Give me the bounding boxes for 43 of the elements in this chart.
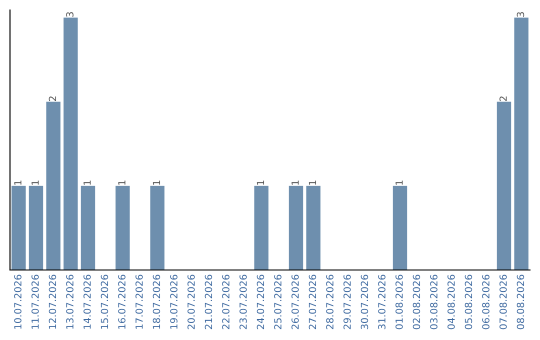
- data-label: 3: [516, 12, 524, 17]
- data-label: 2: [48, 96, 56, 102]
- x-tick-label: 10.07.2026: [14, 274, 22, 329]
- x-tick-label: 14.07.2026: [83, 274, 91, 329]
- x-tick-label: 02.08.2026: [412, 274, 420, 330]
- x-tick-label: 01.08.2026: [395, 274, 403, 330]
- x-tick-label: 31.07.2026: [378, 274, 386, 330]
- x-tick-label: 25.07.2026: [274, 274, 282, 330]
- x-tick-label: 18.07.2026: [152, 274, 160, 329]
- data-label: 1: [14, 180, 22, 185]
- data-label: 1: [84, 180, 91, 185]
- data-label: 1: [256, 180, 264, 185]
- x-tick-label: 06.08.2026: [482, 274, 490, 330]
- x-tick-label: 30.07.2026: [360, 274, 368, 330]
- data-label: 2: [499, 96, 507, 102]
- x-tick-label: 08.08.2026: [516, 274, 524, 330]
- x-tick-label: 05.08.2026: [464, 274, 472, 330]
- x-tick-label: 11.07.2026: [31, 274, 39, 329]
- x-tick-label: 23.07.2026: [239, 274, 247, 330]
- x-tick-label: 21.07.2026: [204, 274, 212, 330]
- data-label: 1: [308, 180, 316, 185]
- data-label: 1: [118, 180, 126, 185]
- x-tick-label: 22.07.2026: [222, 274, 230, 330]
- x-tick-label: 12.07.2026: [48, 274, 56, 329]
- data-label: 3: [66, 12, 74, 17]
- x-tick-label: 15.07.2026: [100, 274, 108, 329]
- x-tick-label: 19.07.2026: [170, 274, 178, 329]
- x-tick-label: 24.07.2026: [256, 274, 264, 330]
- data-label: 1: [152, 180, 160, 185]
- x-tick-label: 27.07.2026: [308, 274, 316, 330]
- x-tick-label: 16.07.2026: [118, 274, 126, 329]
- data-label: 1: [292, 180, 299, 185]
- x-tick-label: 20.07.2026: [187, 274, 195, 330]
- x-tick-label: 07.08.2026: [499, 274, 507, 330]
- x-tick-label: 04.08.2026: [447, 274, 455, 330]
- x-tick-label: 26.07.2026: [291, 274, 299, 330]
- x-tick-label: 28.07.2026: [326, 274, 334, 330]
- data-label: 1: [32, 180, 39, 185]
- x-tick-label: 17.07.2026: [135, 274, 143, 329]
- x-tick-label: 29.07.2026: [343, 274, 351, 330]
- data-label: 1: [396, 180, 403, 185]
- x-tick-label: 13.07.2026: [66, 274, 74, 329]
- x-tick-label: 03.08.2026: [430, 274, 438, 330]
